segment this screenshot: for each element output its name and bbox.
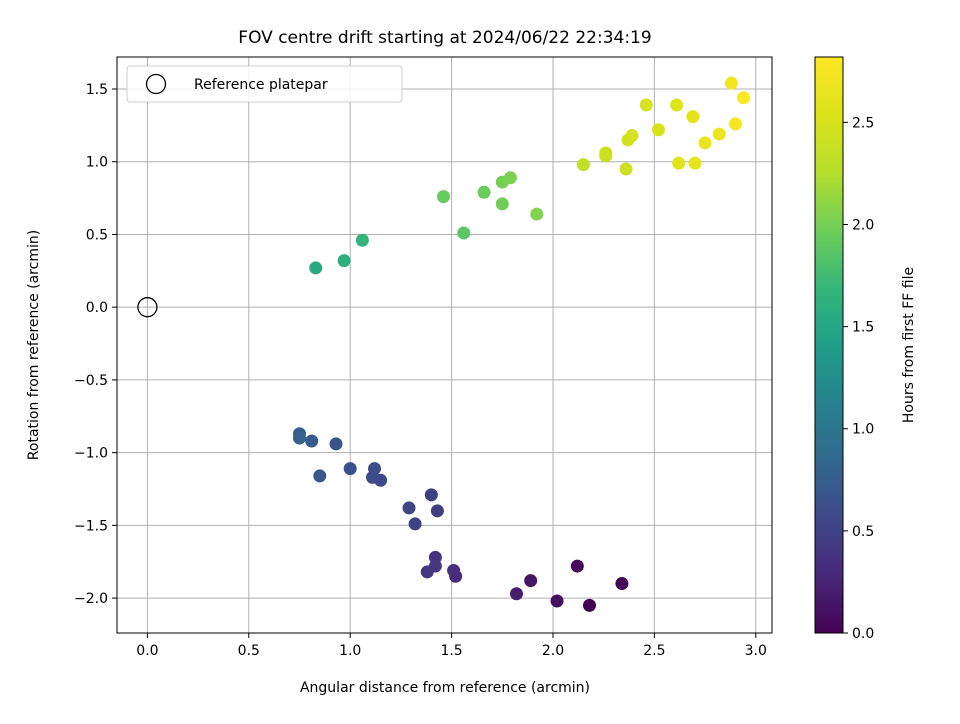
data-point [457,226,471,240]
data-point [503,171,517,185]
data-point [447,563,461,577]
data-point [509,587,523,601]
data-point [430,504,444,518]
x-tick-label: 2.5 [643,643,665,659]
data-point [737,91,751,105]
colorbar-tick-label: 2.0 [852,217,874,233]
data-point [313,469,327,483]
y-tick-label: −2.0 [74,591,108,607]
colorbar-gradient [814,56,844,634]
y-axis-ticks: −2.0 −1.5 −1.0 −0.5 0.0 0.5 1.0 1.5 [74,82,117,607]
data-point [724,76,738,90]
y-tick-label: −1.0 [74,446,108,462]
data-point [477,185,491,199]
data-points [137,76,751,612]
colorbar: 0.0 0.5 1.0 1.5 2.0 2.5 Hours from first FF f… [814,56,917,642]
data-point [495,197,509,211]
data-point [402,501,416,515]
data-point [420,565,434,579]
data-point [576,158,590,172]
data-point [293,431,307,445]
data-point [570,559,584,573]
y-tick-label: −0.5 [74,373,108,389]
data-point [368,462,382,476]
x-tick-label: 3.0 [745,643,767,659]
data-point [672,156,686,170]
y-tick-label: 0.5 [86,227,108,243]
y-axis-label: Rotation from reference (arcmin) [26,230,42,460]
data-point [530,207,544,221]
x-tick-label: 2.0 [542,643,564,659]
y-tick-label: −1.5 [74,518,108,534]
data-point [408,517,422,531]
data-point [639,98,653,112]
colorbar-ticks: 0.0 0.5 1.0 1.5 2.0 2.5 [843,115,874,642]
data-point [686,110,700,124]
x-tick-label: 0.0 [136,643,158,659]
y-tick-label: 1.5 [86,82,108,98]
data-point [651,123,665,137]
colorbar-tick-label: 1.0 [852,422,874,438]
data-point [524,574,538,588]
data-point [599,146,613,160]
data-point [550,594,564,608]
data-point [309,261,323,275]
data-point [625,129,639,143]
data-point [619,162,633,176]
data-point [305,434,319,448]
data-point [698,136,712,150]
colorbar-label: Hours from first FF file [901,267,917,423]
legend-label: Reference platepar [194,77,328,93]
colorbar-tick-label: 0.5 [852,524,874,540]
x-tick-label: 1.0 [339,643,361,659]
x-axis-label: Angular distance from reference (arcmin) [300,680,590,696]
legend-marker-open-circle [145,73,167,95]
x-tick-label: 0.5 [238,643,260,659]
grid-layer [117,57,772,633]
data-point [688,156,702,170]
data-point [615,577,629,591]
data-point [728,117,742,131]
x-tick-label: 1.5 [440,643,462,659]
colorbar-tick-label: 2.5 [852,115,874,131]
x-axis-ticks: 0.0 0.5 1.0 1.5 2.0 2.5 3.0 [136,633,767,659]
legend-box [126,65,403,103]
data-point [355,233,369,247]
data-point [343,462,357,476]
data-point [436,190,450,204]
data-point [582,598,596,612]
chart-title: FOV centre drift starting at 2024/06/22 … [238,28,651,48]
colorbar-tick-label: 0.0 [852,626,874,642]
plot-frame [116,56,773,634]
data-point [337,254,351,268]
y-tick-label: 0.0 [86,300,108,316]
colorbar-tick-label: 1.5 [852,320,874,336]
data-point [329,437,343,451]
reference-platepar-marker [137,297,158,318]
y-tick-label: 1.0 [86,155,108,171]
data-point [670,98,684,112]
data-point [424,488,438,502]
data-point [712,127,726,141]
legend: Reference platepar [126,65,403,103]
